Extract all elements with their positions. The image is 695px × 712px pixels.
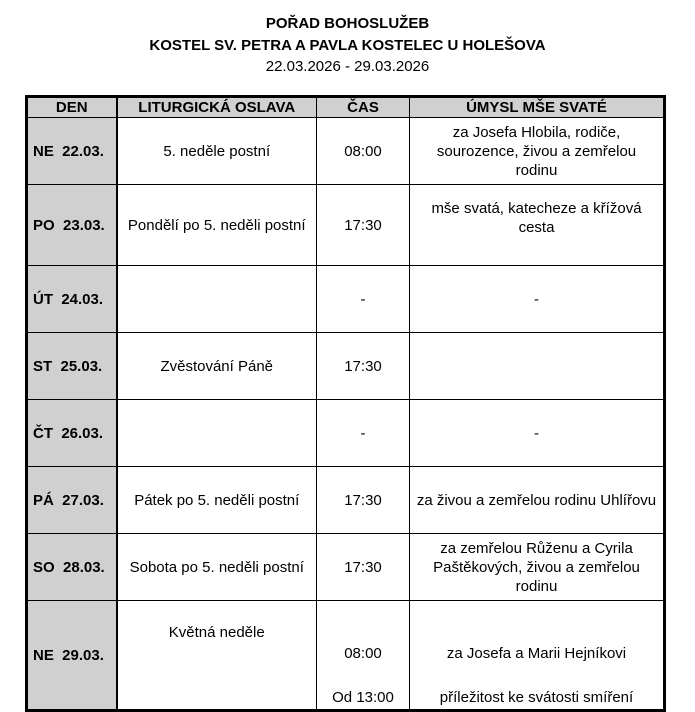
- intention-cell: -: [409, 399, 665, 467]
- day-cell: PO 23.03.: [26, 184, 118, 266]
- celebration-cell: Sobota po 5. neděli postní: [116, 533, 317, 601]
- day-cell: PÁ 27.03.: [26, 466, 118, 534]
- time-cell: 17:30: [316, 184, 410, 266]
- day-cell: ČT 26.03.: [26, 399, 118, 467]
- document-title: POŘAD BOHOSLUŽEB: [265, 15, 430, 32]
- time-cell: -: [316, 399, 410, 467]
- time-cell: 08:00 Od 13:00: [316, 600, 410, 711]
- intention-cell: -: [409, 265, 665, 333]
- intention-primary: za Josefa a Marii Hejníkovi: [446, 645, 627, 662]
- time-cell: 17:30: [316, 533, 410, 601]
- table-row: PO 23.03. Pondělí po 5. neděli postní 17…: [26, 184, 665, 266]
- time-primary: 08:00: [344, 645, 382, 662]
- table-row: ST 25.03. Zvěstování Páně 17:30: [26, 332, 665, 400]
- celebration-cell: Květná neděle: [116, 600, 317, 711]
- celebration-cell: Pátek po 5. neděli postní: [116, 466, 317, 534]
- time-cell: -: [316, 265, 410, 333]
- intention-cell: za živou a zemřelou rodinu Uhlířovu: [409, 466, 665, 534]
- day-cell: NE 22.03.: [26, 117, 118, 185]
- table-row: ÚT 24.03. - -: [26, 265, 665, 333]
- intention-cell: mše svatá, katecheze a křížová cesta: [409, 184, 665, 266]
- time-cell: 17:30: [316, 332, 410, 400]
- time-cell: 17:30: [316, 466, 410, 534]
- celebration-cell: Zvěstování Páně: [116, 332, 317, 400]
- intention-cell: [409, 332, 665, 400]
- day-cell: ST 25.03.: [26, 332, 118, 400]
- intention-secondary: příležitost ke svátosti smíření: [439, 689, 634, 706]
- table-header-row: DEN LITURGICKÁ OSLAVA ČAS ÚMYSL MŠE SVAT…: [26, 96, 665, 118]
- celebration-cell: [116, 265, 317, 333]
- table-row: SO 28.03. Sobota po 5. neděli postní 17:…: [26, 533, 665, 601]
- schedule-table: DEN LITURGICKÁ OSLAVA ČAS ÚMYSL MŠE SVAT…: [25, 95, 666, 712]
- table-row: ČT 26.03. - -: [26, 399, 665, 467]
- column-header-celebration: LITURGICKÁ OSLAVA: [116, 96, 317, 118]
- church-name: KOSTEL SV. PETRA A PAVLA KOSTELEC U HOLE…: [149, 37, 546, 54]
- table-row: PÁ 27.03. Pátek po 5. neděli postní 17:3…: [26, 466, 665, 534]
- day-cell: NE 29.03.: [26, 600, 118, 711]
- time-cell: 08:00: [316, 117, 410, 185]
- intention-cell: za zemřelou Růženu a Cyrila Paštěkových,…: [409, 533, 665, 601]
- column-header-day: DEN: [26, 96, 118, 118]
- table-row: NE 22.03. 5. neděle postní 08:00 za Jose…: [26, 117, 665, 185]
- time-secondary: Od 13:00: [332, 689, 394, 706]
- celebration-cell: [116, 399, 317, 467]
- column-header-time: ČAS: [316, 96, 410, 118]
- day-cell: SO 28.03.: [26, 533, 118, 601]
- intention-cell: za Josefa a Marii Hejníkovi příležitost …: [409, 600, 665, 711]
- date-range: 22.03.2026 - 29.03.2026: [265, 58, 430, 75]
- column-header-intention: ÚMYSL MŠE SVATÉ: [409, 96, 665, 118]
- celebration-cell: 5. neděle postní: [116, 117, 317, 185]
- intention-cell: za Josefa Hlobila, rodiče, sourozence, ž…: [409, 117, 665, 185]
- table-row: NE 29.03. Květná neděle 08:00 Od 13:00 z…: [26, 600, 665, 711]
- celebration-cell: Pondělí po 5. neděli postní: [116, 184, 317, 266]
- day-cell: ÚT 24.03.: [26, 265, 118, 333]
